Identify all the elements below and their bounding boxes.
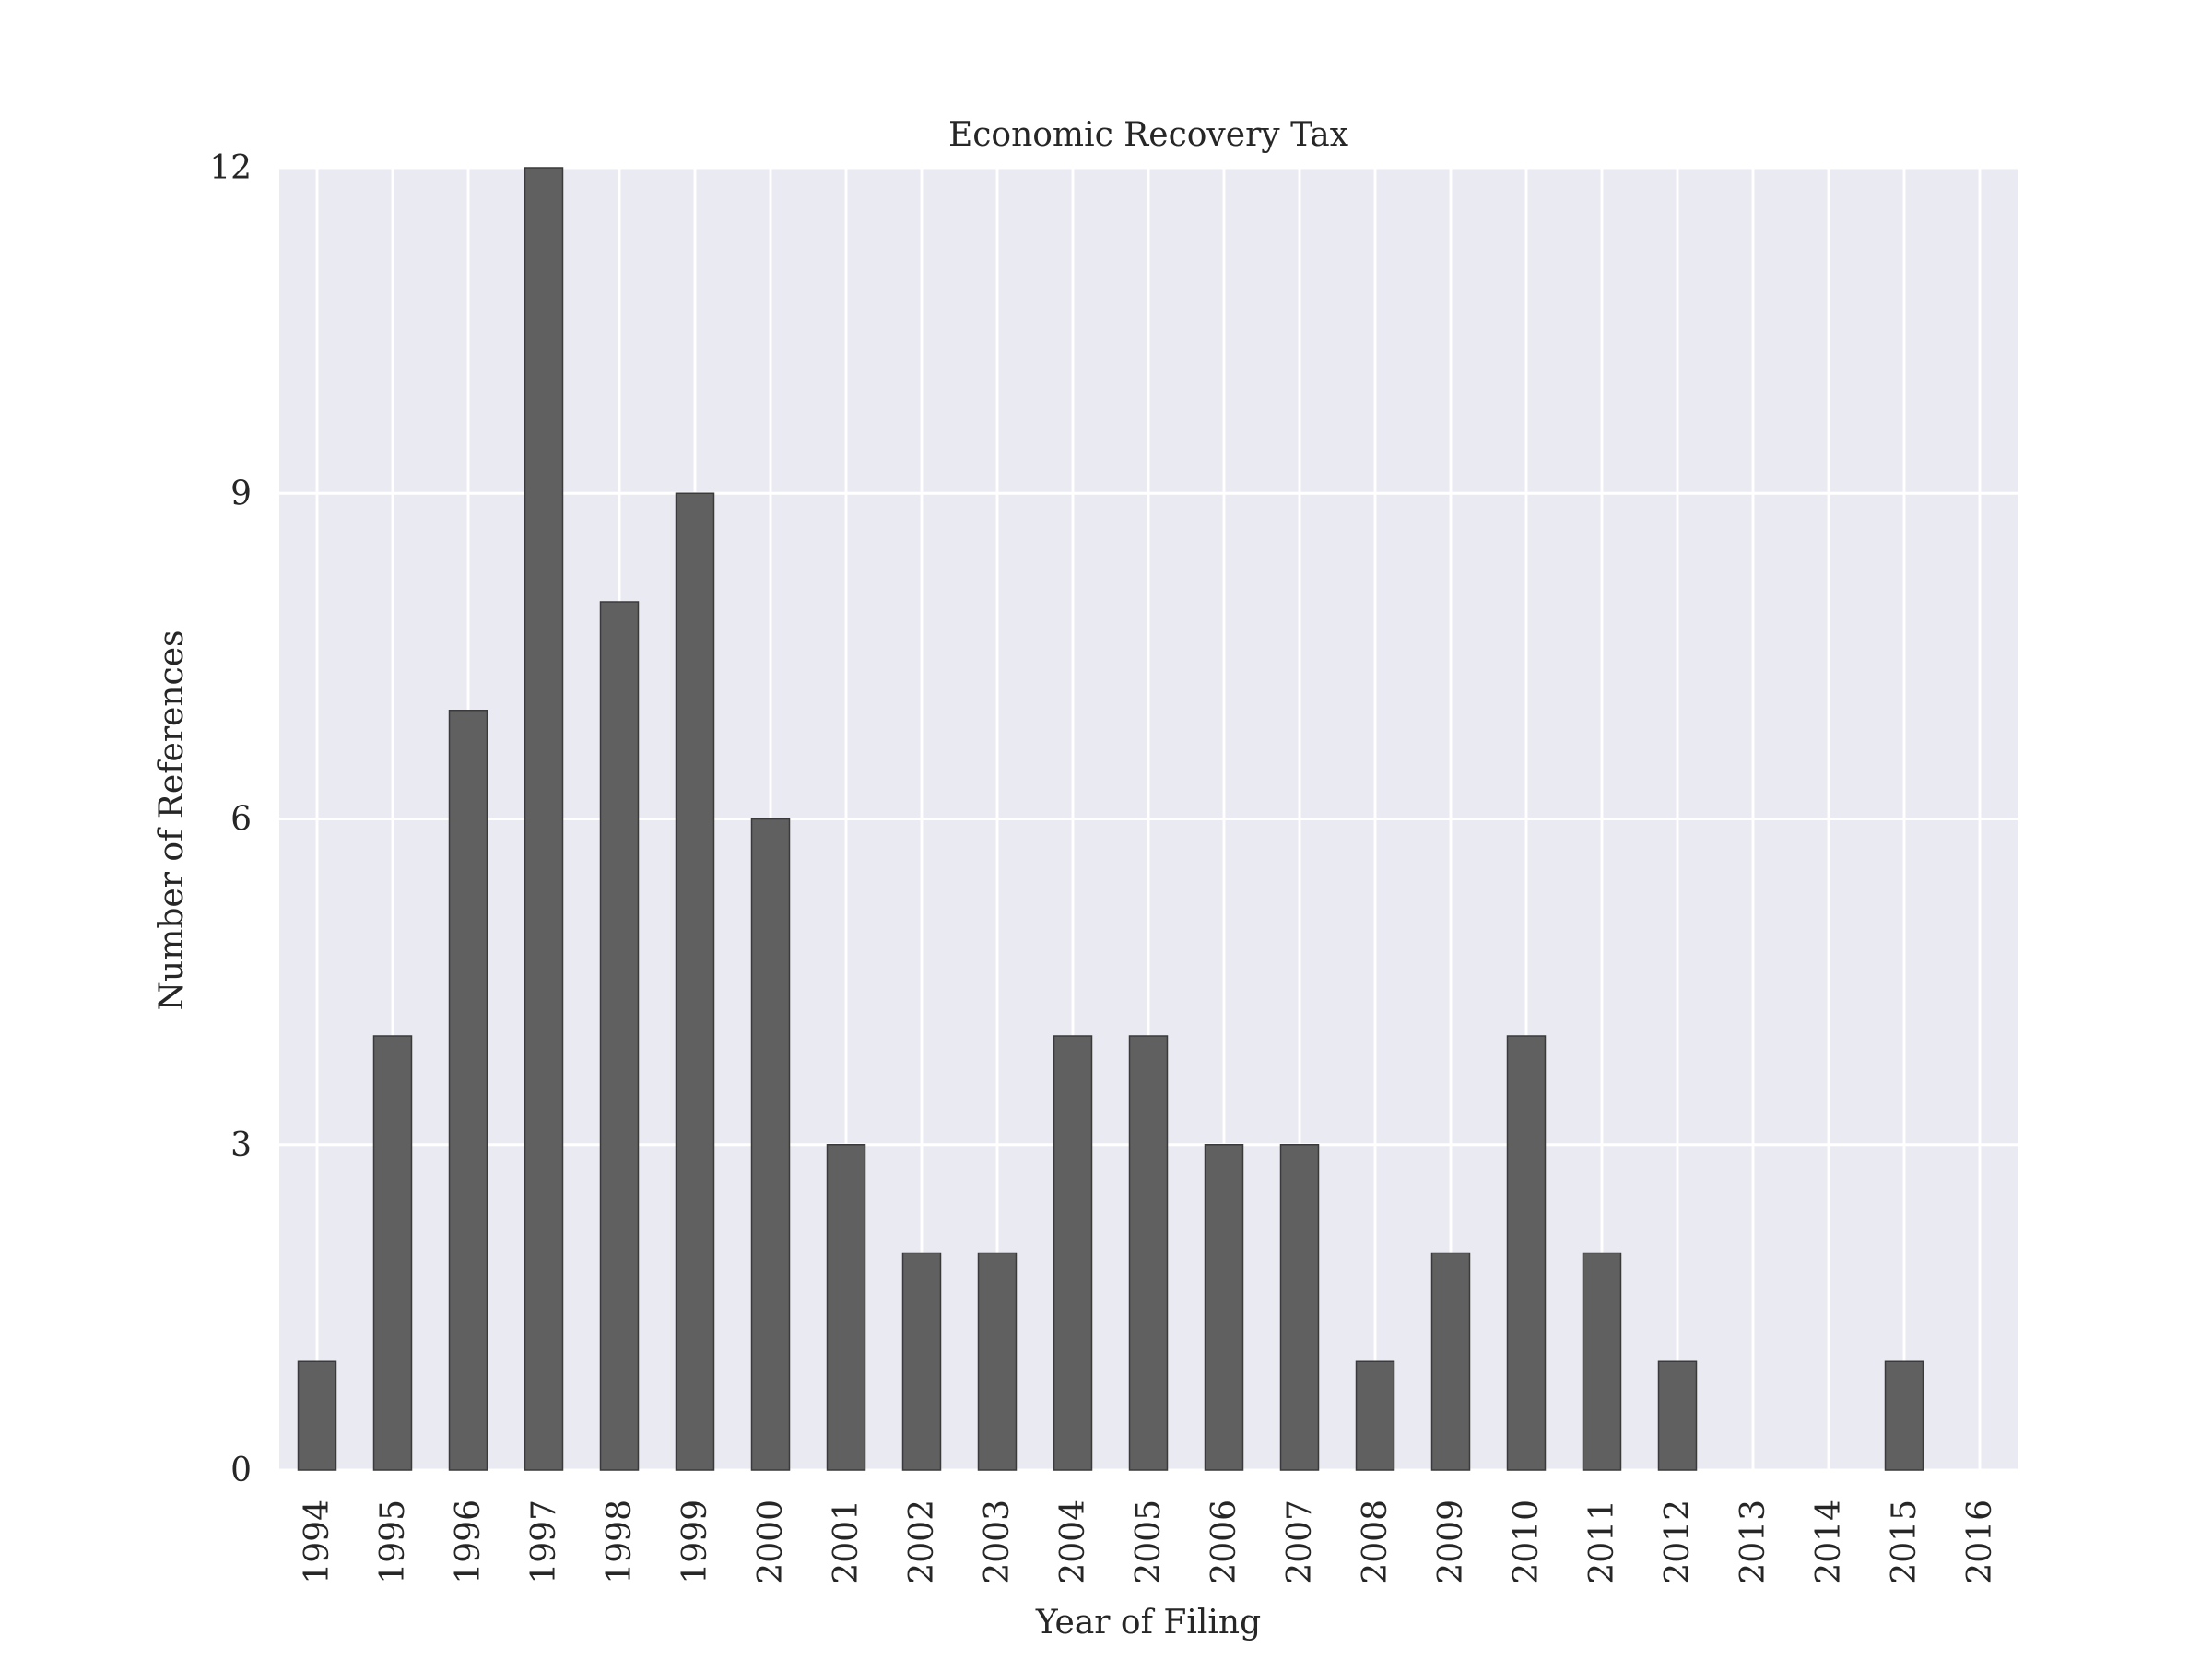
bars [297,167,1924,1471]
x-tick-label-2010: 2010 [1508,1500,1546,1584]
bar-2011 [1582,1252,1622,1471]
y-tick-label-3: 3 [230,1126,252,1164]
bar-1999 [675,492,715,1471]
chart-title: Economic Recovery Tax [948,116,1348,154]
bar-1997 [524,167,564,1471]
x-tick-label-2003: 2003 [979,1500,1017,1584]
bar-1996 [448,710,488,1471]
bar-2008 [1355,1360,1395,1471]
x-tick-label-2012: 2012 [1659,1500,1697,1584]
x-tick-label-1995: 1995 [374,1500,412,1584]
x-tick-label-2008: 2008 [1357,1500,1394,1584]
x-axis-ticks: 1994 1995 1996 1997 1998 1999 2000 2001 2002 2003… [299,1500,1999,1584]
x-tick-label-2004: 2004 [1054,1500,1092,1584]
x-tick-label-2000: 2000 [752,1500,790,1584]
bar-1998 [599,601,640,1471]
bar-2003 [977,1252,1018,1471]
bar-2002 [901,1252,942,1471]
bar-2005 [1128,1035,1169,1471]
y-tick-label-12: 12 [209,149,252,187]
x-tick-label-1994: 1994 [299,1500,336,1584]
x-tick-label-2016: 2016 [1961,1500,1999,1584]
x-tick-label-2011: 2011 [1583,1500,1621,1584]
bar-2004 [1053,1035,1093,1471]
bar-2012 [1657,1360,1698,1471]
bar-2015 [1884,1360,1924,1471]
x-tick-label-2006: 2006 [1206,1500,1243,1584]
x-tick-label-2002: 2002 [903,1500,941,1584]
x-tick-label-2005: 2005 [1130,1500,1168,1584]
bar-2006 [1204,1144,1244,1471]
y-axis-ticks: 0 3 6 9 12 [209,149,252,1489]
x-tick-label-2014: 2014 [1810,1500,1848,1584]
bar-2007 [1279,1144,1320,1471]
bar-2001 [826,1144,866,1471]
bar-2009 [1430,1252,1471,1471]
y-tick-label-9: 9 [230,475,252,512]
y-tick-label-0: 0 [230,1452,252,1489]
y-tick-label-6: 6 [230,801,252,839]
x-tick-label-2009: 2009 [1432,1500,1470,1584]
x-tick-label-2015: 2015 [1886,1500,1924,1584]
x-tick-label-1996: 1996 [450,1500,488,1584]
bar-1994 [297,1360,337,1471]
x-tick-label-1999: 1999 [677,1500,714,1584]
bar-2010 [1506,1035,1547,1471]
y-axis-label: Number of References [153,630,191,1011]
x-tick-label-2001: 2001 [828,1500,865,1584]
x-tick-label-1998: 1998 [601,1500,639,1584]
x-tick-label-2013: 2013 [1735,1500,1772,1584]
bar-1995 [372,1035,413,1471]
bar-2000 [750,818,791,1471]
x-axis-label: Year of Filing [1035,1604,1261,1641]
x-tick-label-2007: 2007 [1281,1500,1319,1584]
x-tick-label-1997: 1997 [525,1500,563,1584]
